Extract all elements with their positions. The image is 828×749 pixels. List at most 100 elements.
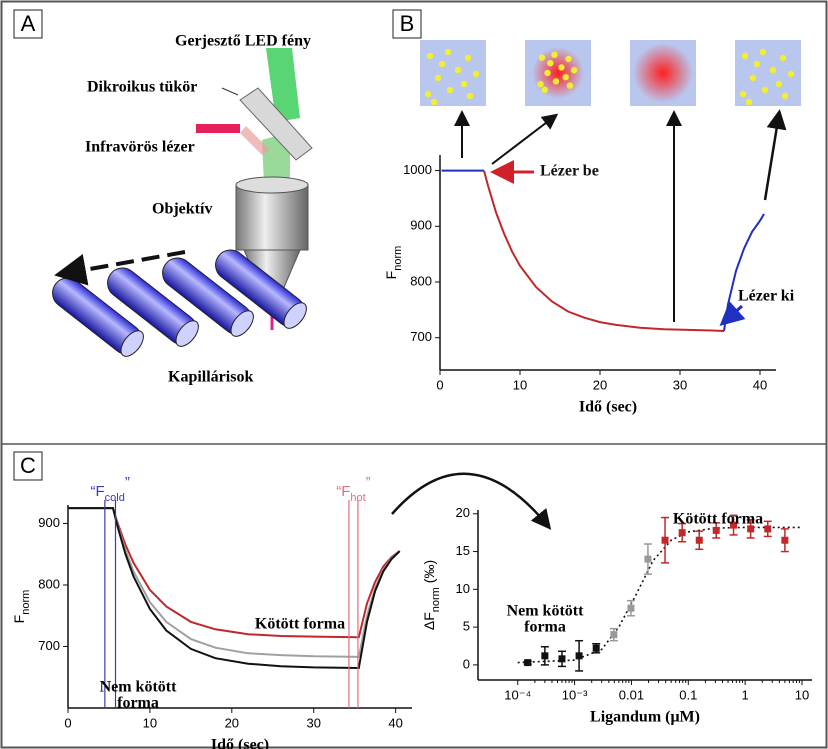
figure: A B C Gerjesztő LED fény Dikroikus tükör… [0, 0, 828, 749]
data-line [68, 508, 400, 668]
x-tick-label: 0 [436, 377, 443, 392]
y-tick-label: 800 [38, 576, 60, 591]
x-axis-title: Idő (sec) [579, 399, 637, 416]
data-line [484, 171, 724, 331]
diagram-label: Gerjesztő LED fény [175, 33, 311, 50]
x-tick-label: 20 [225, 715, 239, 730]
molecule [447, 87, 453, 93]
data-point [541, 652, 548, 659]
annotation: forma [524, 619, 566, 636]
hot-label-close: ” [366, 474, 371, 491]
data-point [524, 659, 531, 666]
molecule [740, 91, 746, 97]
molecule [539, 54, 545, 60]
y-tick-label: 5 [463, 619, 470, 634]
x-tick-label: 0 [64, 715, 71, 730]
x-tick-label: 40 [388, 715, 402, 730]
x-tick-label: 30 [306, 715, 320, 730]
y-axis-title: Fnorm [383, 246, 404, 280]
y-axis-title-main: ΔF [421, 612, 437, 630]
molecule [776, 81, 782, 87]
molecule [571, 67, 577, 73]
molecule [762, 87, 768, 93]
y-tick-label: 1000 [403, 162, 432, 177]
data-point [764, 525, 771, 532]
y-tick-label: 900 [410, 218, 432, 233]
y-axis-title-sub: norm [20, 590, 32, 615]
x-tick-label: 0.1 [679, 687, 697, 702]
molecule [567, 82, 573, 88]
molecule [465, 55, 471, 61]
y-tick-label: 0 [463, 656, 470, 671]
data-point [679, 529, 686, 536]
panel-label: B [400, 11, 415, 36]
x-tick-label: 1 [742, 687, 749, 702]
heat-spot [532, 47, 584, 99]
data-point [781, 537, 788, 544]
y-axis-title: Fnorm [11, 590, 32, 624]
data-point [558, 655, 565, 662]
molecule [544, 70, 550, 76]
hot-label-sub: hot [350, 492, 365, 504]
cold-label-open: “F [91, 483, 105, 500]
data-point [696, 537, 703, 544]
objective [236, 185, 308, 250]
annotation: Lézer be [540, 163, 599, 180]
molecule [558, 64, 564, 70]
molecule [782, 93, 788, 99]
data-line [724, 214, 764, 331]
panel-label: C [20, 453, 36, 478]
insets [420, 40, 801, 106]
cold-label-close: ” [125, 474, 130, 491]
y-tick-label: 10 [456, 581, 470, 596]
cold-label-sub: cold [105, 492, 125, 504]
page: A B C Gerjesztő LED fény Dikroikus tükör… [0, 0, 828, 749]
arrow [765, 114, 779, 200]
molecule [467, 93, 473, 99]
annotation: Nem kötött [507, 603, 585, 620]
molecule [760, 49, 766, 55]
x-tick-label: 40 [753, 377, 767, 392]
molecule [750, 75, 756, 81]
molecule [435, 75, 441, 81]
molecule [473, 71, 479, 77]
data-point [644, 556, 651, 563]
x-tick-label: 10⁻⁴ [504, 687, 531, 702]
molecule [461, 81, 467, 87]
molecule [537, 81, 543, 87]
cold-label: “Fcold” [91, 474, 130, 503]
molecule [780, 55, 786, 61]
y-axis-title-sub: norm [430, 587, 442, 612]
y-tick-label: 15 [456, 543, 470, 558]
molecule [425, 91, 431, 97]
x-tick-label: 10⁻³ [562, 687, 588, 702]
frame [2, 2, 827, 748]
data-point [713, 527, 720, 534]
x-tick-label: 20 [593, 377, 607, 392]
molecule [553, 78, 559, 84]
y-axis-title-main: F [11, 615, 27, 624]
y-axis-title-sub: norm [392, 246, 404, 271]
y-axis-title: ΔFnorm(‰) [421, 560, 442, 630]
molecule [427, 53, 433, 59]
molecule [788, 71, 794, 77]
setup-diagram: Gerjesztő LED fény Dikroikus tükör Infra… [47, 33, 312, 386]
y-axis-title-main: F [383, 271, 399, 280]
molecule [770, 67, 776, 73]
data-point [610, 631, 617, 638]
data-line [518, 527, 802, 662]
leader-line [222, 88, 238, 95]
objective-top [236, 177, 308, 193]
diagram-label: Objektív [152, 201, 212, 218]
y-tick-label: 800 [410, 273, 432, 288]
hot-label-open: “F [336, 483, 350, 500]
molecule [551, 52, 557, 58]
diagram-label: Kapillárisok [168, 369, 253, 386]
y-tick-label: 900 [38, 515, 60, 530]
data-point [662, 537, 669, 544]
heat-spot [633, 43, 693, 103]
x-tick-label: 10 [513, 377, 527, 392]
molecule [445, 49, 451, 55]
y-tick-label: 700 [410, 329, 432, 344]
molecule [455, 67, 461, 73]
